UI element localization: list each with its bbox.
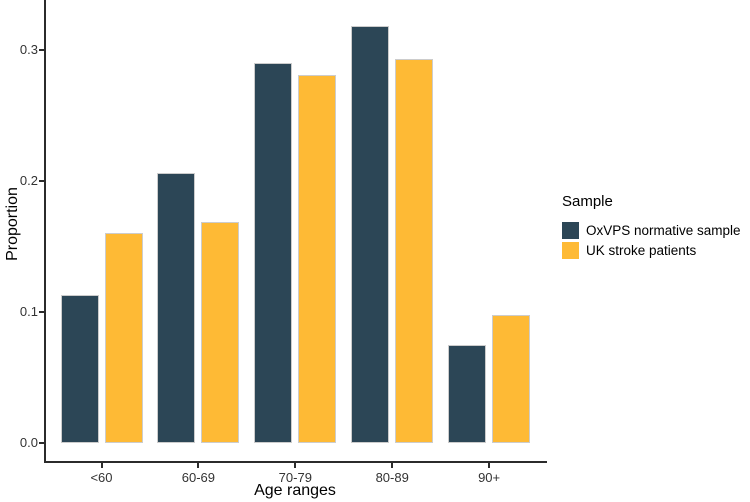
legend-item: UK stroke patients <box>562 242 741 259</box>
x-tick-mark <box>197 463 200 468</box>
y-tick-mark <box>39 311 45 313</box>
x-tick-label: 90+ <box>478 470 501 485</box>
x-tick-mark <box>294 463 297 468</box>
legend-item: OxVPS normative sample <box>562 222 741 239</box>
x-tick-mark <box>391 463 394 468</box>
legend-label: OxVPS normative sample <box>586 223 741 238</box>
y-tick-mark <box>39 442 45 444</box>
x-tick-label: 70-79 <box>278 470 312 485</box>
bar-stroke-70-79 <box>298 75 337 443</box>
legend-swatch-icon <box>562 222 579 239</box>
y-tick-mark <box>39 180 45 182</box>
y-axis-line <box>44 0 46 462</box>
x-tick-label: 80-89 <box>375 470 409 485</box>
x-axis-title: Age ranges <box>254 482 336 499</box>
x-tick-mark <box>488 463 491 468</box>
x-tick-mark <box>100 463 103 468</box>
legend-items: OxVPS normative sample UK stroke patients <box>562 222 741 259</box>
legend-swatch-icon <box>562 242 579 259</box>
y-tick-label: 0.2 <box>19 173 38 188</box>
x-tick-label: <60 <box>90 470 113 485</box>
x-axis-line <box>44 461 547 463</box>
legend-title: Sample <box>562 193 613 210</box>
bar-stroke-60-69 <box>201 222 240 443</box>
bar-oxvps-90+ <box>448 345 487 443</box>
legend-label: UK stroke patients <box>586 243 697 258</box>
x-tick-label: 60-69 <box>181 470 216 485</box>
y-tick-label: 0.1 <box>19 304 38 319</box>
legend: Sample OxVPS normative sample UK stroke p… <box>562 193 741 262</box>
bar-stroke-90+ <box>492 315 531 443</box>
y-axis-title: Proportion <box>4 187 21 261</box>
bar-oxvps-<60 <box>60 295 99 443</box>
y-tick-label: 0.3 <box>19 42 38 57</box>
bar-stroke-80-89 <box>395 59 434 443</box>
y-tick-mark <box>39 49 45 51</box>
bar-oxvps-70-79 <box>254 63 293 443</box>
y-tick-label: 0.0 <box>19 435 38 450</box>
bar-oxvps-80-89 <box>351 26 390 443</box>
bar-stroke-<60 <box>104 233 143 443</box>
bar-oxvps-60-69 <box>157 173 196 443</box>
